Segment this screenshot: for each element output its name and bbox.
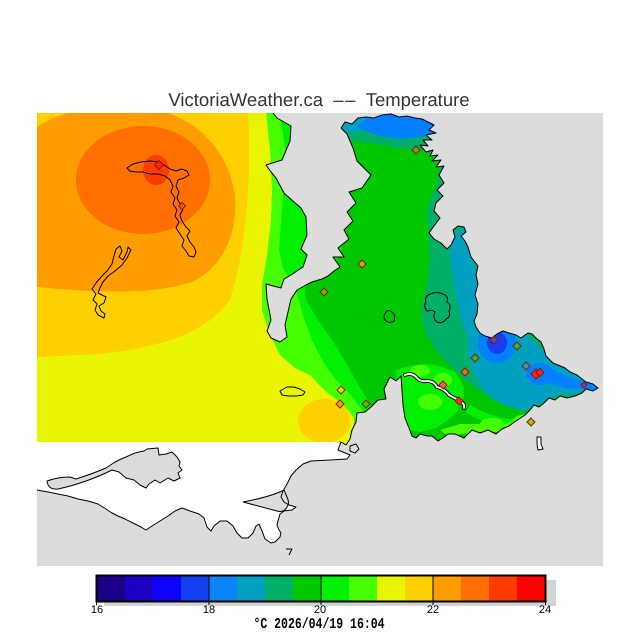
svg-text:20: 20	[314, 604, 326, 616]
svg-text:°C 2026/04/19 16:04: °C 2026/04/19 16:04	[253, 616, 384, 633]
svg-text:24: 24	[539, 604, 551, 616]
svg-text:16: 16	[91, 604, 103, 616]
svg-text:18: 18	[203, 604, 215, 616]
svg-text:22: 22	[427, 604, 439, 616]
svg-text:VictoriaWeather.ca – – Tempe: VictoriaWeather.ca – – Temperature	[168, 89, 469, 110]
